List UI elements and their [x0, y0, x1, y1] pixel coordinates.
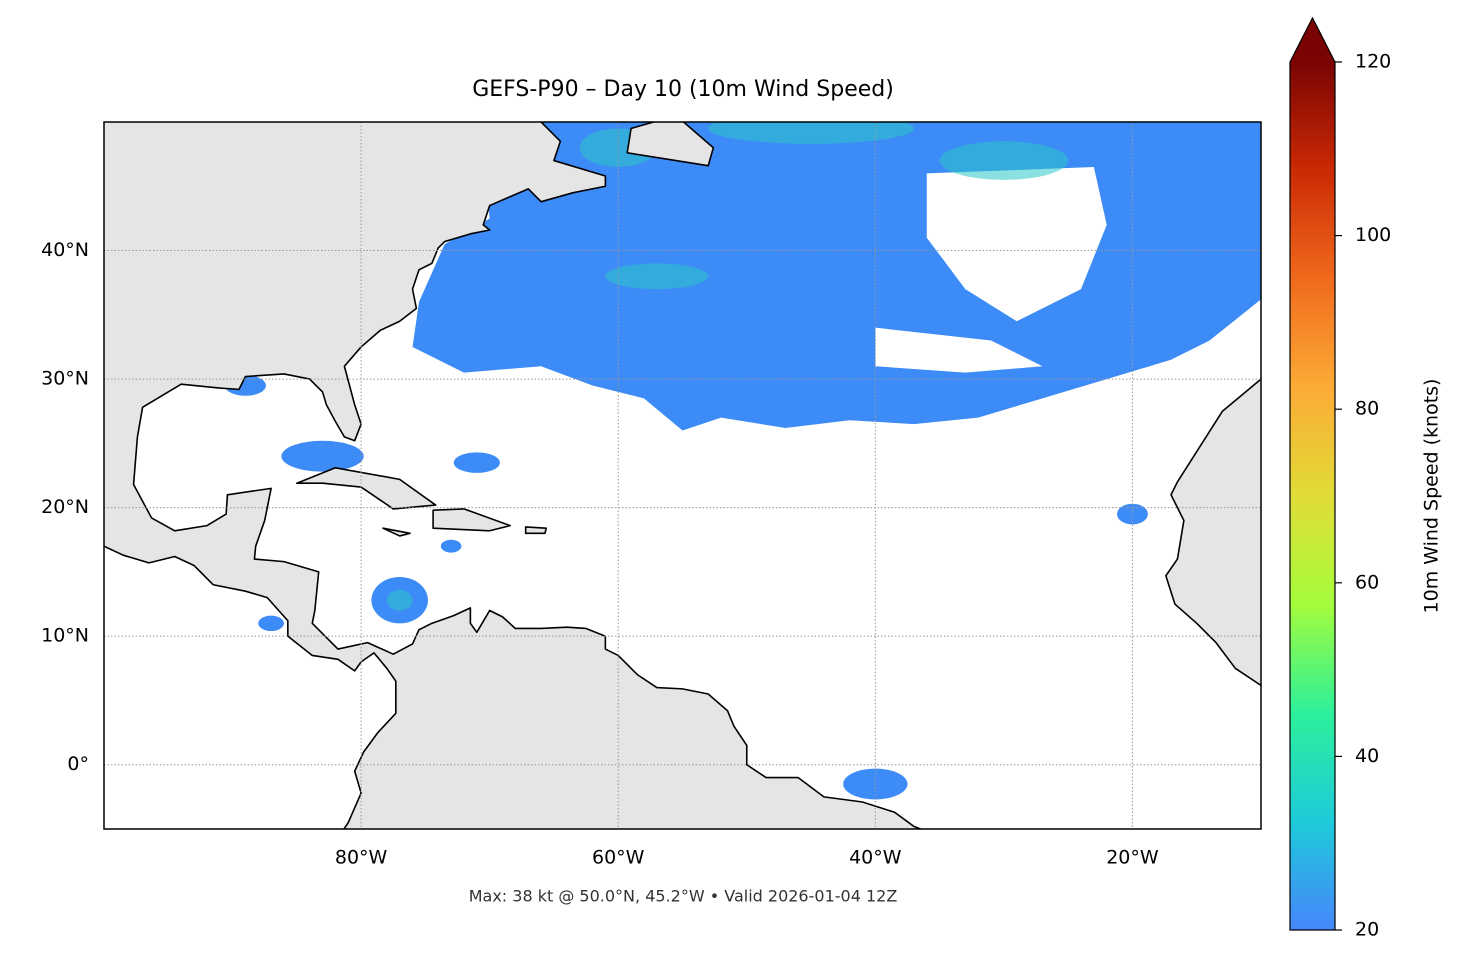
x-tick-label: 40°W [849, 847, 902, 869]
y-tick-label: 0° [67, 753, 89, 775]
colorbar-tick-label: 100 [1355, 224, 1391, 246]
wind-patch [440, 539, 462, 553]
land [296, 466, 437, 510]
y-tick-label: 40°N [41, 239, 89, 261]
colorbar-outline [1289, 16, 1336, 931]
land [432, 508, 512, 532]
colorbar-tick-label: 80 [1355, 398, 1379, 420]
colorbar-label: 10m Wind Speed (knots) [1421, 379, 1443, 614]
wind-patch [281, 440, 364, 472]
colorbar-tick-label: 120 [1355, 51, 1391, 73]
y-tick-label: 30°N [41, 368, 89, 390]
x-tick-label: 20°W [1106, 847, 1159, 869]
footnote: Max: 38 kt @ 50.0°N, 45.2°W • Valid 2026… [469, 887, 898, 906]
wind-strong [708, 122, 914, 144]
colorbar-tick-label: 40 [1355, 745, 1379, 767]
x-tick-label: 80°W [335, 847, 388, 869]
wind-gap [926, 166, 1107, 322]
wind-patch [453, 452, 500, 473]
wind-gap [875, 327, 1043, 373]
y-tick-label: 20°N [41, 496, 89, 518]
colorbar [1290, 62, 1335, 930]
wind-strong [605, 263, 709, 290]
land [524, 526, 548, 535]
x-tick-label: 60°W [592, 847, 645, 869]
wind-strong [386, 589, 413, 611]
colorbar-tick-label: 60 [1355, 571, 1379, 593]
wind-strong [939, 141, 1069, 180]
wind-patch [258, 615, 284, 632]
colorbar-extend [1290, 18, 1335, 62]
colorbar-tick-label: 20 [1355, 919, 1379, 941]
land [1165, 377, 1261, 687]
map-title: GEFS-P90 – Day 10 (10m Wind Speed) [472, 77, 894, 102]
land [626, 122, 715, 167]
map-frame [103, 121, 1262, 830]
y-tick-label: 10°N [41, 625, 89, 647]
map-area [104, 122, 1261, 829]
land [382, 527, 411, 537]
land [104, 122, 923, 829]
